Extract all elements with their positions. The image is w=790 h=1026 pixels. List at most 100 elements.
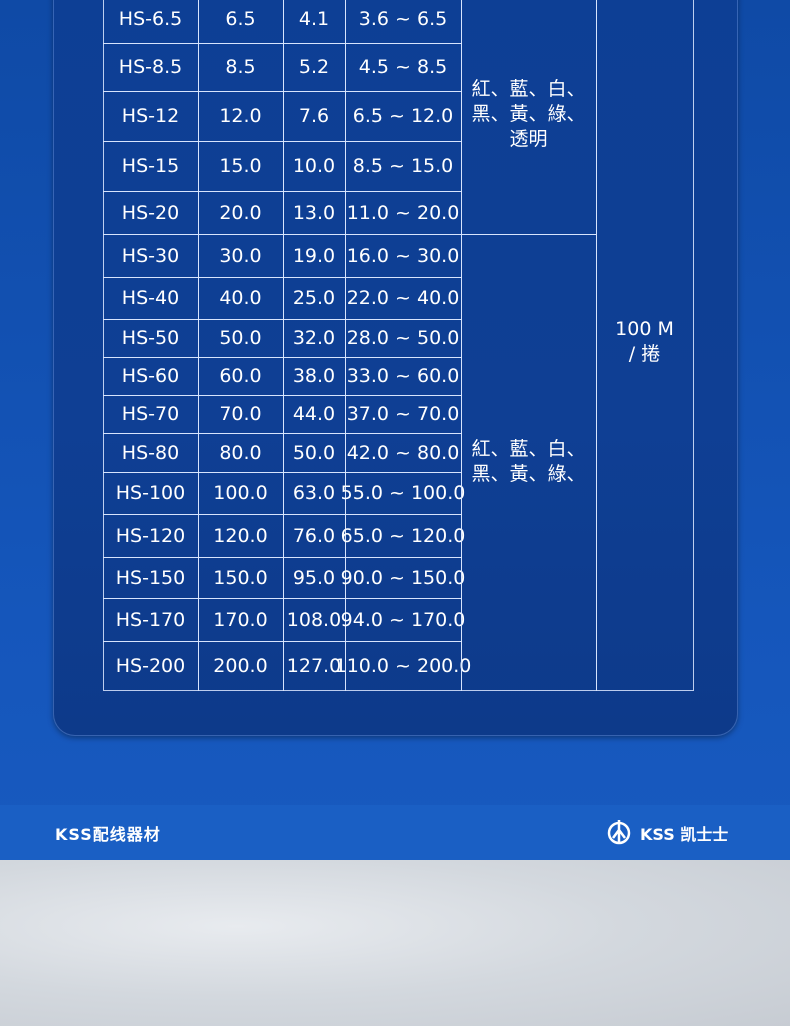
cell-text: 19.0	[292, 244, 336, 267]
table-cell: 33.0 ~ 60.0	[344, 356, 462, 396]
cell-text: 4.5 ~ 8.5	[358, 56, 448, 78]
footer-left: KSS配线器材	[55, 825, 161, 844]
cell-text: 25.0	[292, 287, 336, 309]
table-cell: HS-30	[102, 233, 199, 278]
cell-text: 5.2	[298, 56, 330, 78]
cell-text: 70.0	[219, 403, 262, 425]
table-cell: 10.0	[282, 140, 346, 192]
table-cell: 150.0	[197, 556, 284, 599]
cell-text: 38.0	[292, 365, 336, 387]
table-cell: HS-50	[102, 318, 199, 358]
table-cell: 8.5	[197, 42, 284, 92]
cell-text: 50.0	[219, 327, 262, 349]
cell-text: 紅、藍、白、黑、黃、綠、透明	[471, 77, 586, 150]
table-cell: 8.5 ~ 15.0	[344, 140, 462, 192]
cell-text: 60.0	[219, 365, 262, 387]
cell-text: HS-60	[121, 365, 180, 387]
table-cell: 25.0	[282, 276, 346, 320]
table-cell: 94.0 ~ 170.0	[341, 597, 465, 642]
table-cell: 100 M / 捲	[595, 0, 694, 691]
cell-text: 3.6 ~ 6.5	[358, 7, 448, 30]
table-cell: 37.0 ~ 70.0	[344, 394, 462, 434]
table-cell: 11.0 ~ 20.0	[344, 190, 462, 235]
cell-text: 94.0 ~ 170.0	[340, 608, 466, 631]
cell-text: 8.5	[225, 56, 256, 78]
cell-text: 28.0 ~ 50.0	[346, 327, 460, 349]
cell-text: HS-20	[121, 201, 180, 224]
spec-card	[53, 0, 738, 736]
cell-text: 6.5	[225, 7, 256, 30]
table-cell: 3.6 ~ 6.5	[344, 0, 462, 44]
table-cell: HS-8.5	[102, 42, 199, 92]
cell-text: 80.0	[219, 441, 262, 464]
table-cell: HS-15	[102, 140, 199, 192]
table-cell: 100.0	[197, 471, 284, 515]
table-cell: HS-20	[102, 190, 199, 235]
table-cell: 110.0 ~ 200.0	[335, 640, 471, 691]
cell-text: 6.5 ~ 12.0	[352, 105, 454, 127]
cell-text: HS-40	[121, 287, 180, 309]
cell-text: 95.0	[292, 566, 336, 589]
cell-text: 50.0	[292, 441, 336, 464]
cell-text: 65.0 ~ 120.0	[340, 524, 466, 547]
cell-text: HS-100	[115, 482, 186, 504]
table-cell: 22.0 ~ 40.0	[344, 276, 462, 320]
cell-text: HS-170	[115, 608, 186, 631]
table-cell: HS-70	[102, 394, 199, 434]
marble-background	[0, 860, 790, 1026]
cell-text: 37.0 ~ 70.0	[346, 403, 460, 425]
table-cell: 76.0	[282, 513, 346, 558]
table-cell: HS-150	[102, 556, 199, 599]
table-cell: HS-40	[102, 276, 199, 320]
table-cell: 90.0 ~ 150.0	[341, 556, 465, 599]
cell-text: 15.0	[219, 155, 262, 177]
table-cell: 20.0	[197, 190, 284, 235]
table-cell: HS-200	[102, 640, 199, 691]
table-cell: 7.6	[282, 90, 346, 142]
spec-table: HS-6.5 6.5 4.1 3.6 ~ 6.5 HS-8.5 8.5 5.2 4.5 ~ 8…	[102, 0, 694, 691]
table-cell: 120.0	[197, 513, 284, 558]
table-cell: 5.2	[282, 42, 346, 92]
table-cell: 紅、藍、白、黑、黃、綠、透明	[460, 0, 597, 235]
table-cell: HS-60	[102, 356, 199, 396]
table-cell: 95.0	[282, 556, 346, 599]
table-cell: 38.0	[282, 356, 346, 396]
cell-text: 紅、藍、白、黑、黃、綠、	[471, 438, 586, 485]
cell-text: 8.5 ~ 15.0	[352, 155, 454, 177]
table-cell: 40.0	[197, 276, 284, 320]
table-cell: HS-12	[102, 90, 199, 142]
table-cell: 70.0	[197, 394, 284, 434]
cell-text: 20.0	[219, 201, 262, 224]
cell-text: 55.0 ~ 100.0	[340, 482, 466, 504]
cell-text: 7.6	[298, 105, 330, 127]
cell-text: 120.0	[213, 524, 268, 547]
table-cell: HS-120	[102, 513, 199, 558]
table-cell: 170.0	[197, 597, 284, 642]
table-cell: 63.0	[282, 471, 346, 515]
cell-text: 170.0	[213, 608, 268, 631]
table-cell: 108.0	[282, 597, 346, 642]
logo-icon	[607, 820, 631, 845]
table-cell: HS-80	[102, 432, 199, 473]
table-cell: 32.0	[282, 318, 346, 358]
cell-text: 30.0	[219, 244, 262, 267]
cell-text: HS-80	[121, 441, 180, 464]
table-cell: 16.0 ~ 30.0	[344, 233, 462, 278]
cell-text: 40.0	[219, 287, 262, 309]
cell-text: 108.0	[286, 608, 342, 631]
cell-text: 42.0 ~ 80.0	[346, 441, 460, 464]
cell-text: 100.0	[213, 482, 268, 504]
cell-text: 12.0	[219, 105, 262, 127]
cell-text: HS-30	[121, 244, 180, 267]
cell-text: HS-120	[115, 524, 186, 547]
table-cell: 紅、藍、白、黑、黃、綠、	[460, 233, 597, 691]
table-cell: 65.0 ~ 120.0	[341, 513, 465, 558]
table-cell: 30.0	[197, 233, 284, 278]
cell-text: 10.0	[292, 155, 336, 177]
table-cell: 200.0	[197, 640, 284, 691]
table-cell: 15.0	[197, 140, 284, 192]
cell-text: 16.0 ~ 30.0	[346, 244, 460, 267]
table-cell: 28.0 ~ 50.0	[344, 318, 462, 358]
table-cell: 44.0	[282, 394, 346, 434]
cell-text: HS-8.5	[118, 56, 183, 78]
